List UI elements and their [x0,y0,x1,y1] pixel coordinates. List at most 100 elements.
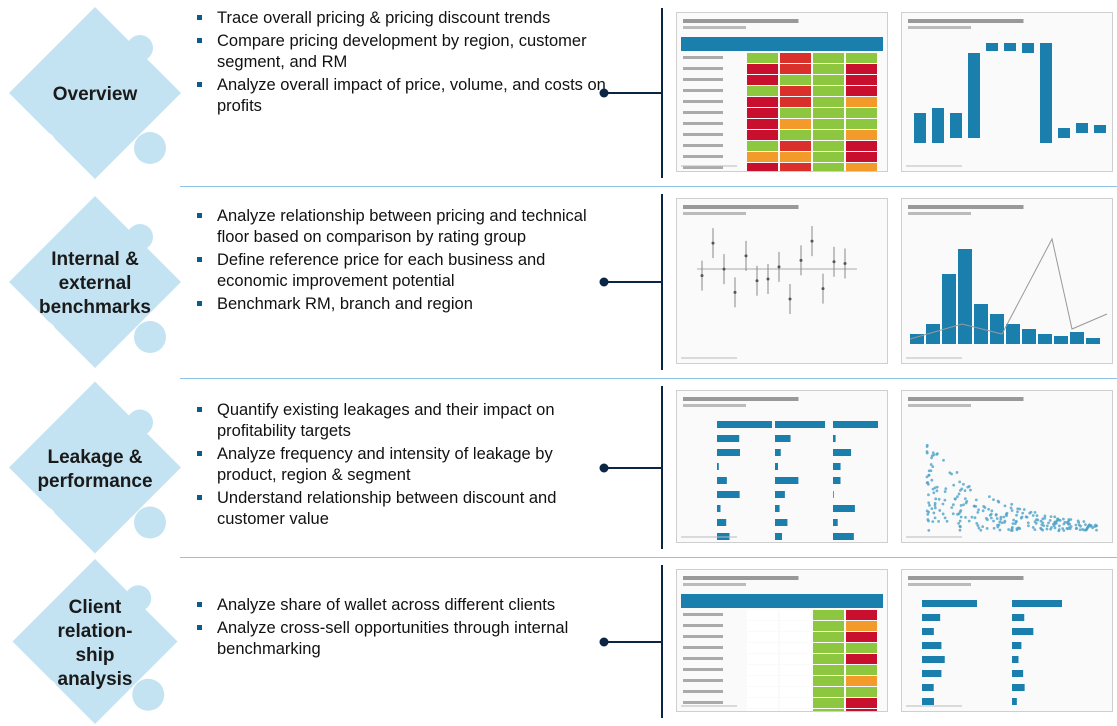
thumb-shape [813,687,844,697]
thumb-shape [992,498,995,501]
thumb-shape [935,489,938,492]
thumb-shape [1012,642,1021,649]
thumb-shape [813,97,844,107]
thumb-shape [1023,508,1026,511]
thumb-shape [813,86,844,96]
thumb-shape [780,75,811,85]
bullet: Analyze overall impact of price, volume,… [217,75,612,117]
thumb-shape [813,53,844,63]
puzzle-notch [32,507,56,531]
thumb-shape [959,529,962,532]
thumb-shape [846,152,877,162]
thumb-shape [813,621,844,631]
thumb-shape [999,516,1002,519]
label-line: Overview [20,83,170,107]
bullet: Define reference price for each business… [217,250,612,292]
thumb-shape [717,505,720,512]
thumb-shape [1086,338,1100,344]
divider-line [661,386,663,549]
thumb-shape [780,621,811,631]
thumb-shape [1088,523,1091,526]
thumb-shape [1015,514,1018,517]
thumb-shape [1004,43,1016,51]
thumb-shape [683,26,746,29]
thumb-shape [780,610,811,620]
thumbnail-graphic [677,570,887,711]
section-label: Internal &externalbenchmarks [20,248,170,320]
thumb-shape [931,520,934,523]
thumb-shape [846,64,877,74]
thumb-shape [964,497,967,500]
thumb-shape [1084,523,1087,526]
thumb-shape [846,621,877,631]
puzzle-knob [134,132,166,164]
thumb-shape [1068,523,1071,526]
thumb-shape [846,163,877,171]
thumb-shape [1004,520,1007,523]
thumb-shape [946,520,949,523]
thumb-shape [1046,525,1049,528]
thumb-shape [780,643,811,653]
thumb-shape [1016,510,1019,513]
puzzle-notch [32,321,56,345]
thumb-shape [846,53,877,63]
label-line: Leakage & [20,446,170,470]
thumb-shape [974,304,988,344]
thumb-shape [813,610,844,620]
thumb-shape [997,500,1000,503]
thumb-shape [813,130,844,140]
label-line: relation- [20,620,170,644]
thumb-shape [1012,684,1025,691]
thumb-shape [1056,517,1059,520]
thumb-shape [1020,517,1023,520]
thumb-shape [1094,125,1106,133]
thumb-shape [938,498,941,501]
thumb-shape [813,141,844,151]
thumb-shape [747,610,778,620]
thumb-shape [846,75,877,85]
thumb-shape [1040,523,1043,526]
thumb-shape [1012,628,1033,635]
thumb-shape [683,657,723,660]
thumb-shape [780,654,811,664]
thumb-shape [1095,529,1098,532]
thumb-shape [1062,518,1065,521]
thumb-shape [969,489,972,492]
thumb-shape [1027,521,1030,524]
thumb-shape [846,130,877,140]
thumb-shape [683,19,799,23]
thumb-shape [1066,527,1069,530]
thumb-shape [959,489,962,492]
thumb-shape [717,435,739,442]
thumb-shape [922,628,934,635]
thumb-shape [813,676,844,686]
thumb-shape [745,254,748,257]
thumb-shape [927,483,930,486]
thumb-shape [966,486,969,489]
thumb-shape [747,621,778,631]
thumb-shape [833,463,841,470]
thumb-shape [952,484,955,487]
thumb-shape [932,491,935,494]
thumb-shape [982,509,985,512]
thumb-shape [747,698,778,708]
thumb-shape [1079,525,1082,528]
thumb-shape [747,687,778,697]
thumb-shape [914,113,926,143]
thumb-shape [683,690,723,693]
thumb-shape [938,509,941,512]
thumb-shape [927,474,930,477]
thumb-shape [931,465,934,468]
thumb-shape [1026,516,1029,519]
thumb-shape [683,613,723,616]
thumb-shape [846,687,877,697]
thumb-shape [683,212,746,215]
thumb-shape [975,499,978,502]
thumb-shape [717,491,740,498]
thumb-shape [683,404,746,407]
thumb-shape [683,155,723,158]
thumb-shape [1050,526,1053,529]
thumb-shape [747,163,778,171]
thumb-shape [1016,507,1019,510]
